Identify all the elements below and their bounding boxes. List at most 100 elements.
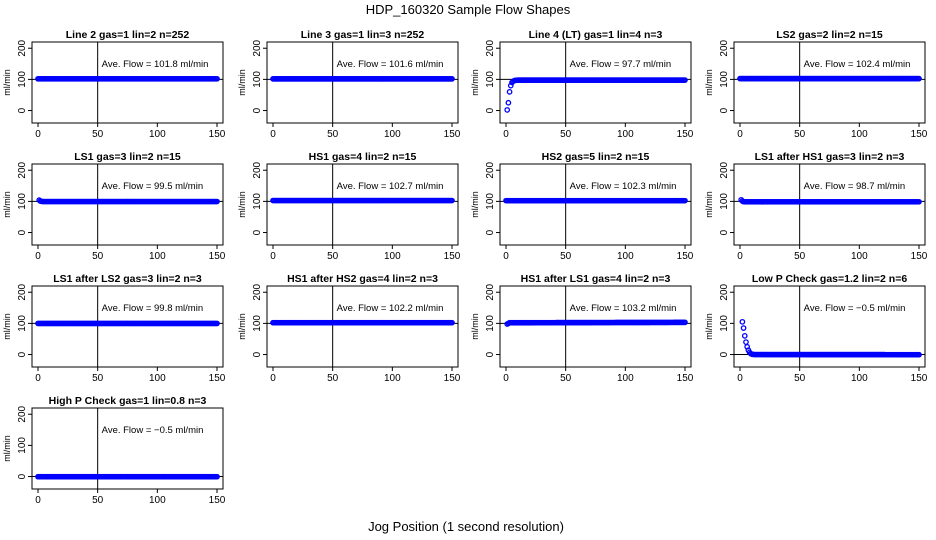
y-axis-label: ml/min	[237, 313, 247, 340]
x-tick-label: 50	[560, 251, 572, 262]
x-tick-label: 100	[384, 373, 401, 384]
y-tick-label: 100	[719, 71, 730, 88]
plot-frame	[733, 285, 926, 368]
x-tick-label: 150	[444, 129, 461, 140]
x-tick-label: 50	[92, 129, 104, 140]
y-axis-label: ml/min	[704, 191, 714, 218]
data-point	[449, 319, 455, 326]
panel-title: Line 4 (LT) gas=1 lin=4 n=3	[529, 29, 663, 41]
y-tick-label: 0	[719, 229, 730, 235]
data-point	[916, 351, 922, 358]
data-point	[916, 75, 922, 82]
x-tick-label: 100	[617, 373, 634, 384]
average-flow-label: Ave. Flow = 101.8 ml/min	[102, 59, 209, 70]
plot-frame	[266, 163, 459, 246]
y-tick-label: 0	[719, 351, 730, 357]
data-series	[270, 76, 455, 82]
y-tick-label: 100	[17, 193, 28, 210]
average-flow-label: Ave. Flow = 98.7 ml/min	[804, 181, 905, 192]
x-tick-label: 50	[794, 251, 806, 262]
plot-frame	[31, 407, 224, 490]
average-flow-label: Ave. Flow = −0.5 ml/min	[102, 425, 204, 436]
y-tick-label: 0	[252, 351, 263, 357]
x-tick-label: 100	[149, 373, 166, 384]
panel: Line 4 (LT) gas=1 lin=4 n=3 0 50 100 150 0 100…	[470, 29, 694, 140]
data-point	[682, 77, 688, 83]
x-tick-label: 50	[327, 251, 339, 262]
plot-frame	[499, 41, 692, 124]
y-axis-label: ml/min	[704, 69, 714, 96]
x-tick-label: 50	[560, 129, 572, 140]
panel-title: LS1 gas=3 lin=2 n=15	[74, 151, 181, 163]
panel: LS1 after HS1 gas=3 lin=2 n=3 0 50 100 150 0 1…	[704, 151, 928, 262]
y-tick-label: 0	[485, 107, 496, 113]
x-tick-label: 50	[794, 129, 806, 140]
y-axis-label: ml/min	[470, 313, 480, 340]
y-tick-label: 200	[719, 161, 730, 178]
data-series	[35, 473, 220, 480]
panel-title: LS1 after LS2 gas=3 lin=2 n=3	[53, 273, 202, 285]
data-point	[916, 198, 922, 205]
data-point	[505, 99, 512, 106]
x-tick-label: 50	[794, 373, 806, 384]
y-tick-label: 100	[719, 315, 730, 332]
panel: LS1 gas=3 lin=2 n=15 0 50 100 150 0 100 200 ml/m…	[2, 151, 226, 262]
y-axis-label: ml/min	[2, 313, 12, 340]
x-tick-label: 0	[503, 129, 509, 140]
data-point	[214, 473, 220, 480]
y-axis-label: ml/min	[2, 435, 12, 462]
panel-title: HS1 after LS1 gas=4 lin=2 n=3	[521, 273, 671, 285]
plot-frame	[733, 41, 926, 124]
panel: Line 3 gas=1 lin=3 n=252 0 50 100 150 0 100 200…	[237, 29, 461, 140]
average-flow-label: Ave. Flow = 99.8 ml/min	[102, 303, 203, 314]
panel: Low P Check gas=1.2 lin=2 n=6 0 50 100 150 0 1…	[704, 273, 928, 384]
panel: High P Check gas=1 lin=0.8 n=3 0 50 100 150 0…	[2, 395, 226, 506]
panel-title: HS2 gas=5 lin=2 n=15	[542, 151, 650, 163]
y-tick-label: 100	[17, 71, 28, 88]
y-tick-label: 0	[719, 107, 730, 113]
y-tick-label: 0	[17, 229, 28, 235]
y-tick-label: 100	[17, 315, 28, 332]
y-axis-label: ml/min	[470, 191, 480, 218]
y-tick-label: 200	[17, 405, 28, 422]
y-tick-label: 200	[719, 283, 730, 300]
data-point	[214, 198, 220, 205]
x-tick-label: 150	[677, 251, 694, 262]
y-axis-label: ml/min	[237, 69, 247, 96]
data-series	[503, 197, 688, 204]
panel-title: HS1 gas=4 lin=2 n=15	[309, 151, 417, 163]
y-tick-label: 0	[17, 473, 28, 479]
data-series	[35, 75, 220, 82]
y-tick-label: 0	[252, 107, 263, 113]
y-tick-label: 0	[17, 107, 28, 113]
panel-title: Low P Check gas=1.2 lin=2 n=6	[752, 273, 907, 285]
data-point	[739, 318, 746, 325]
y-tick-label: 200	[485, 283, 496, 300]
y-tick-label: 100	[252, 71, 263, 88]
data-point	[507, 82, 514, 89]
average-flow-label: Ave. Flow = 101.6 ml/min	[337, 59, 444, 70]
x-tick-label: 0	[35, 495, 41, 506]
x-tick-label: 150	[911, 373, 928, 384]
data-series	[270, 197, 455, 204]
panel: LS2 gas=2 lin=2 n=15 0 50 100 150 0 100 200 ml/m…	[704, 29, 928, 140]
y-axis-label: ml/min	[2, 69, 12, 96]
y-tick-label: 200	[17, 283, 28, 300]
panel: HS1 after HS2 gas=4 lin=2 n=3 0 50 100 150 0 1…	[237, 273, 461, 384]
x-tick-label: 0	[503, 373, 509, 384]
plot-frame	[266, 41, 459, 124]
data-series	[270, 319, 455, 326]
panel: Line 2 gas=1 lin=2 n=252 0 50 100 150 0 100 200…	[2, 29, 226, 140]
x-tick-label: 100	[149, 129, 166, 140]
y-tick-label: 100	[485, 71, 496, 88]
panel: LS1 after LS2 gas=3 lin=2 n=3 0 50 100 150 0 1…	[2, 273, 226, 384]
y-tick-label: 0	[252, 229, 263, 235]
average-flow-label: Ave. Flow = 102.4 ml/min	[804, 59, 911, 70]
y-tick-label: 200	[485, 39, 496, 56]
average-flow-label: Ave. Flow = 99.5 ml/min	[102, 181, 203, 192]
x-tick-label: 0	[737, 251, 743, 262]
y-tick-label: 100	[485, 315, 496, 332]
panel-title: Line 3 gas=1 lin=3 n=252	[301, 29, 425, 41]
x-tick-label: 0	[737, 373, 743, 384]
